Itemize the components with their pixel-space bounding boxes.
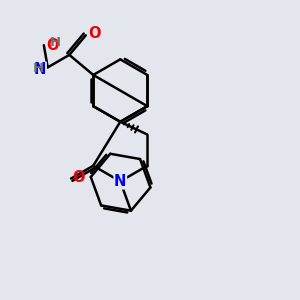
Text: O: O: [73, 170, 85, 185]
Text: H: H: [50, 36, 61, 49]
Text: O: O: [88, 26, 101, 41]
Text: N: N: [114, 174, 127, 189]
Text: H: H: [33, 62, 44, 75]
Text: N: N: [34, 62, 46, 77]
Text: O: O: [46, 38, 59, 53]
